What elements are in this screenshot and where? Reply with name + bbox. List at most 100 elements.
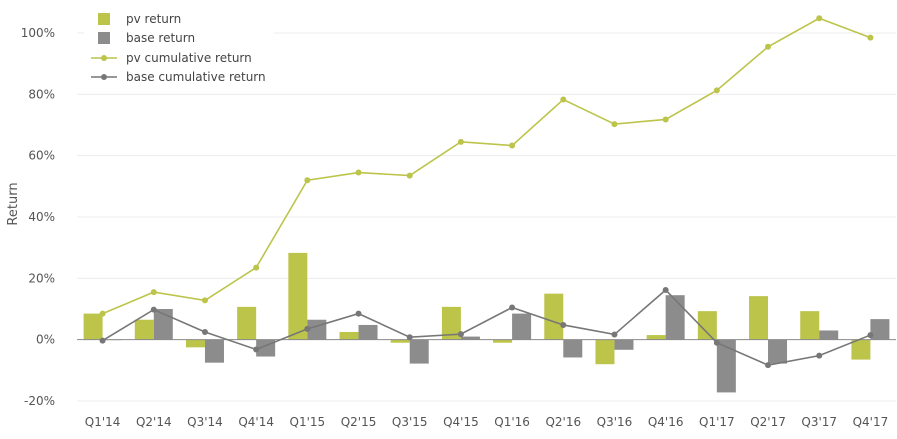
x-tick-label: Q4'14: [238, 415, 274, 429]
pv-return-bar: [288, 252, 308, 340]
pv-return-bar: [851, 339, 871, 360]
base-return-bar: [460, 336, 480, 340]
pv-cumulative-point: [662, 116, 669, 123]
y-axis-ticks: -20% 0% 20% 40% 60% 80% 100%: [21, 26, 55, 408]
x-tick-label: Q4'17: [853, 415, 889, 429]
lines: [99, 15, 874, 369]
x-tick-label: Q1'15: [290, 415, 326, 429]
legend-label: base cumulative return: [126, 70, 266, 84]
y-axis-title: Return: [6, 182, 21, 225]
x-tick-label: Q1'16: [494, 415, 530, 429]
base-cumulative-point: [406, 334, 413, 341]
base-cumulative-point: [560, 321, 567, 328]
base-cumulative-point: [304, 325, 311, 332]
x-tick-label: Q3'16: [597, 415, 633, 429]
pv-cumulative-point: [304, 177, 311, 184]
pv-cumulative-line: [102, 17, 871, 315]
pv-cumulative-point: [765, 43, 772, 50]
pv-return-bar: [749, 296, 769, 340]
pv-return-bar: [493, 339, 513, 343]
pv-cumulative-point: [355, 169, 362, 176]
x-tick-label: Q4'15: [443, 415, 479, 429]
legend-label: pv cumulative return: [126, 51, 252, 65]
base-return-bar: [358, 324, 378, 340]
base-cumulative-point: [816, 352, 823, 359]
base-cumulative-point: [201, 329, 208, 335]
pv-cumulative-point: [713, 87, 720, 94]
x-tick-label: Q2'16: [545, 415, 581, 429]
pv-return-bar: [339, 332, 359, 340]
x-axis-ticks: Q1'14 Q2'14 Q3'14 Q4'14 Q1'15 Q2'15 Q3'15 Q4'15…: [85, 415, 888, 429]
pv-cumulative-point: [406, 172, 413, 179]
base-cumulative-point: [253, 346, 260, 353]
pv-return-bar: [237, 306, 257, 340]
base-return-bar: [819, 330, 839, 340]
base-return-bar: [870, 319, 890, 340]
pv-return-bar: [134, 319, 154, 340]
pv-return-bar: [595, 339, 615, 365]
pv-cumulative-point: [611, 121, 618, 128]
legend-background: [84, 6, 274, 90]
x-tick-label: Q2'15: [341, 415, 377, 429]
y-tick-label: 100%: [21, 26, 55, 40]
base-cumulative-point: [611, 331, 618, 338]
base-cumulative-point: [509, 304, 516, 311]
base-cumulative-point: [150, 306, 157, 313]
base-return-bar: [768, 339, 788, 364]
base-return-bar: [204, 339, 224, 363]
x-tick-label: Q4'16: [648, 415, 684, 429]
legend-marker: [101, 55, 107, 61]
base-return-bar: [665, 295, 685, 340]
pv-return-bar: [185, 339, 205, 348]
pv-return-bar: [390, 339, 410, 343]
x-tick-label: Q2'17: [750, 415, 786, 429]
y-tick-label: 40%: [28, 210, 55, 224]
pv-return-bar: [83, 313, 103, 340]
base-cumulative-point: [662, 286, 669, 293]
pv-return-bar: [800, 311, 820, 340]
pv-return-bar: [544, 293, 564, 340]
y-tick-label: 80%: [28, 87, 55, 101]
base-return-bar: [563, 339, 583, 358]
legend-swatch: [98, 13, 110, 25]
base-return-bar: [409, 339, 429, 364]
x-tick-label: Q2'14: [136, 415, 172, 429]
y-tick-label: 60%: [28, 149, 55, 163]
x-tick-label: Q1'17: [699, 415, 735, 429]
base-cumulative-point: [867, 332, 874, 339]
base-cumulative-point: [765, 362, 772, 369]
pv-cumulative-point: [253, 264, 260, 271]
base-cumulative-line: [102, 288, 871, 366]
base-cumulative-point: [99, 337, 106, 344]
pv-return-bar: [697, 311, 717, 340]
legend-marker: [101, 74, 107, 80]
pv-cumulative-point: [457, 138, 464, 145]
legend-label: base return: [126, 31, 195, 45]
base-return-bar: [716, 339, 736, 393]
pv-return-bar: [441, 306, 461, 340]
legend: pv return base return pv cumulative return…: [84, 6, 274, 90]
x-tick-label: Q3'14: [187, 415, 223, 429]
y-tick-label: 0%: [36, 333, 55, 347]
x-tick-label: Q3'17: [801, 415, 837, 429]
base-cumulative-point: [355, 310, 362, 317]
base-cumulative-point: [713, 339, 720, 346]
pv-cumulative-point: [867, 34, 874, 41]
pv-cumulative-point: [201, 297, 208, 304]
pv-cumulative-point: [560, 96, 567, 103]
x-tick-label: Q3'15: [392, 415, 428, 429]
x-tick-label: Q1'14: [85, 415, 121, 429]
pv-cumulative-point: [816, 15, 823, 22]
pv-cumulative-point: [99, 310, 106, 317]
base-cumulative-point: [457, 331, 464, 338]
bars: [83, 252, 890, 393]
base-return-bar: [614, 339, 634, 350]
legend-label: pv return: [126, 12, 181, 26]
y-tick-label: 20%: [28, 271, 55, 285]
pv-return-bar: [646, 335, 666, 340]
legend-swatch: [98, 32, 110, 44]
pv-cumulative-point: [509, 142, 516, 149]
pv-cumulative-point: [150, 289, 157, 296]
base-return-bar: [512, 313, 532, 340]
